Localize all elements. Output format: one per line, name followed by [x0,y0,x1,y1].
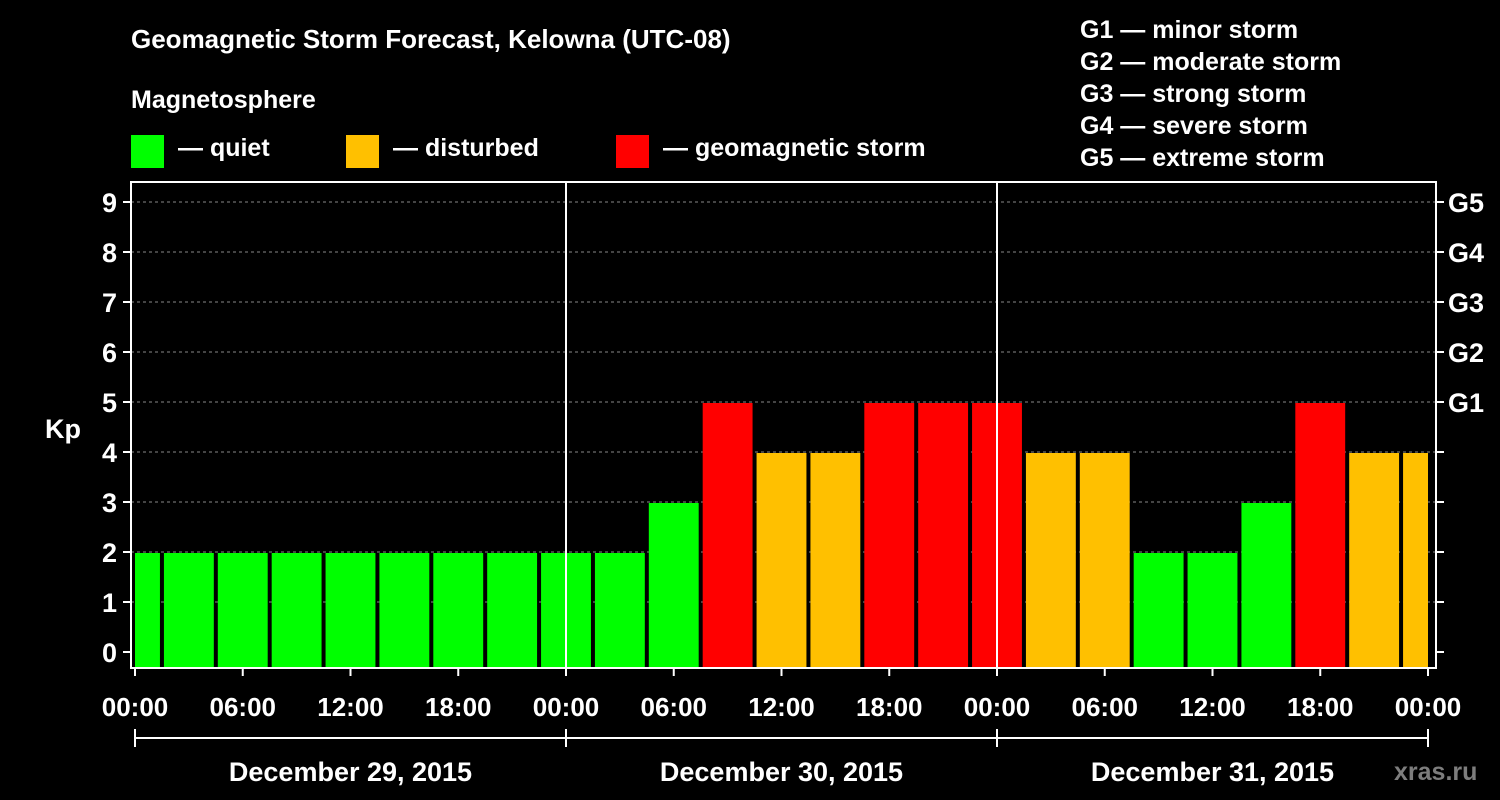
right-axis-label-g5: G5 [1448,188,1484,218]
plot-frame [130,181,1437,669]
storm-scale-legend: G1 — minor storm G2 — moderate storm G3 … [1080,14,1341,174]
kp-bar-5 [379,553,430,668]
legend-label-quiet: — quiet [178,133,270,162]
y-tick-label-6: 6 [102,338,117,368]
kp-bar-12 [756,453,807,668]
kp-bar-6 [433,553,484,668]
y-tick-label-9: 9 [102,188,117,218]
x-tick-label-0: 00:00 [102,692,169,722]
day-label-0: December 29, 2015 [229,757,472,787]
right-axis-label-g3: G3 [1448,288,1484,318]
x-tick-label-9: 06:00 [1072,692,1139,722]
legend-swatch-storm [616,134,649,168]
kp-bar-3 [271,553,322,668]
x-tick-label-12: 00:00 [1395,692,1462,722]
kp-bar-0 [135,553,160,668]
y-tick-label-1: 1 [102,588,117,618]
legend-item-storm: — geomagnetic storm [616,134,926,168]
y-tick-label-4: 4 [102,438,117,468]
x-tick-label-3: 18:00 [425,692,492,722]
storm-scale-g5: G5 — extreme storm [1080,144,1325,172]
kp-bar-21 [1241,503,1292,668]
x-tick-label-1: 06:00 [210,692,277,722]
chart-title: Geomagnetic Storm Forecast, Kelowna (UTC… [131,24,731,54]
y-tick-label-7: 7 [102,288,117,318]
y-tick-label-5: 5 [102,388,117,418]
kp-bar-9 [594,553,645,668]
kp-bar-20 [1187,553,1238,668]
y-axis-label: Kp [45,414,81,444]
x-tick-label-8: 00:00 [964,692,1031,722]
legend-label-disturbed: — disturbed [393,133,539,162]
right-axis-label-g4: G4 [1448,238,1484,268]
kp-bar-7 [487,553,538,668]
legend-item-disturbed: — disturbed [346,134,539,168]
x-tick-label-6: 12:00 [748,692,815,722]
kp-bar-24 [1403,453,1428,668]
x-tick-label-5: 06:00 [641,692,708,722]
right-axis-label-g2: G2 [1448,338,1484,368]
kp-bar-15 [918,403,969,668]
storm-scale-g1: G1 — minor storm [1080,16,1299,44]
kp-bar-10 [648,503,699,668]
legend-swatch-disturbed [346,134,379,168]
kp-bar-4 [325,553,376,668]
credit-text: xras.ru [1394,758,1478,786]
y-tick-label-3: 3 [102,488,117,518]
x-tick-label-11: 18:00 [1287,692,1354,722]
x-tick-label-4: 00:00 [533,692,600,722]
kp-bar-13 [810,453,861,668]
day-label-1: December 30, 2015 [660,757,903,787]
storm-scale-g2: G2 — moderate storm [1080,48,1342,76]
storm-scale-g3: G3 — strong storm [1080,80,1307,108]
x-tick-label-2: 12:00 [317,692,384,722]
legend-label-storm: — geomagnetic storm [663,133,926,162]
storm-scale-g4: G4 — severe storm [1080,112,1308,140]
y-tick-label-0: 0 [102,638,117,668]
kp-bar-11 [702,403,753,668]
right-axis-label-g1: G1 [1448,388,1484,418]
kp-bar-1 [163,553,214,668]
day-label-2: December 31, 2015 [1091,757,1334,787]
kp-bar-22 [1295,403,1346,668]
y-tick-label-2: 2 [102,538,117,568]
magnetosphere-heading: Magnetosphere [131,86,316,114]
kp-bar-17 [1025,453,1076,668]
x-tick-label-10: 12:00 [1179,692,1246,722]
kp-bar-18 [1079,453,1130,668]
kp-bar-19 [1133,553,1184,668]
x-tick-label-7: 18:00 [856,692,923,722]
kp-bar-14 [864,403,915,668]
kp-bar-23 [1349,453,1400,668]
y-tick-label-8: 8 [102,238,117,268]
legend-swatch-quiet [131,134,164,168]
kp-bar-2 [217,553,268,668]
legend-item-quiet: — quiet [131,134,270,168]
